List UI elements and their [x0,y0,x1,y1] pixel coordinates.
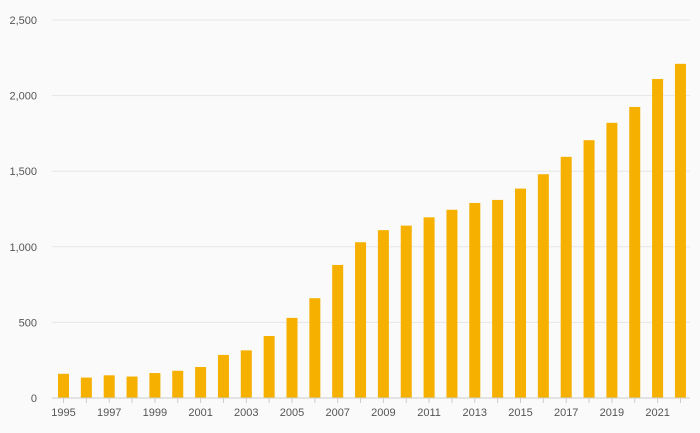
x-tick-label: 2013 [463,407,487,419]
x-tick-label: 1995 [51,407,75,419]
bar-1997 [103,375,115,398]
x-tick-label: 2019 [600,407,624,419]
bar-2009 [377,230,389,398]
bar-2019 [606,122,618,398]
bar-2003 [240,350,252,398]
bar-2012 [446,209,458,398]
x-tick-label: 2011 [417,407,441,419]
bar-2014 [492,199,504,398]
bar-2020 [629,106,641,398]
bar-2002 [217,354,229,398]
x-tick-label: 2001 [188,407,212,419]
bar-2017 [560,156,572,398]
x-axis-tick-labels: 1995 1997 1999 2001 2003 2005 2007 2009 2011 2013… [51,407,670,419]
bar-2013 [469,202,481,398]
bar-1995 [58,373,69,398]
x-tick-label: 2015 [508,407,532,419]
y-tick-label: 1,500 [9,166,37,178]
y-tick-label: 0 [31,393,37,405]
bar-2008 [355,242,367,398]
bar-1999 [149,373,161,398]
x-tick-label: 1997 [97,407,121,419]
x-tick-label: 2017 [554,407,578,419]
x-tick-label: 2009 [371,407,395,419]
bars [58,63,686,399]
bar-2001 [195,367,207,398]
bar-2021 [652,78,664,398]
x-axis [52,397,690,403]
bar-2006 [309,298,321,398]
bar-2010 [400,225,412,398]
bar-2011 [423,217,435,398]
bar-2004 [263,336,275,398]
x-tick-label: 2005 [280,407,304,419]
bar-1996 [80,377,92,398]
x-tick-label: 1999 [143,407,167,419]
bar-2018 [583,140,595,399]
x-tick-label: 2021 [645,407,669,419]
x-tick-label: 2003 [234,407,258,419]
bar-2005 [286,317,298,398]
bar-2022 [674,63,686,399]
y-axis-tick-labels: 0 500 1,000 1,500 2,000 2,500 [9,15,37,405]
bar-2007 [332,264,344,398]
bar-2016 [537,174,549,398]
y-tick-label: 2,000 [9,91,37,103]
bar-2015 [515,188,526,398]
y-tick-label: 500 [19,317,37,329]
bar-2000 [172,370,184,398]
x-tick-label: 2007 [325,407,349,419]
y-tick-label: 2,500 [9,15,37,27]
bar-1998 [126,376,138,398]
y-tick-label: 1,000 [9,242,37,254]
